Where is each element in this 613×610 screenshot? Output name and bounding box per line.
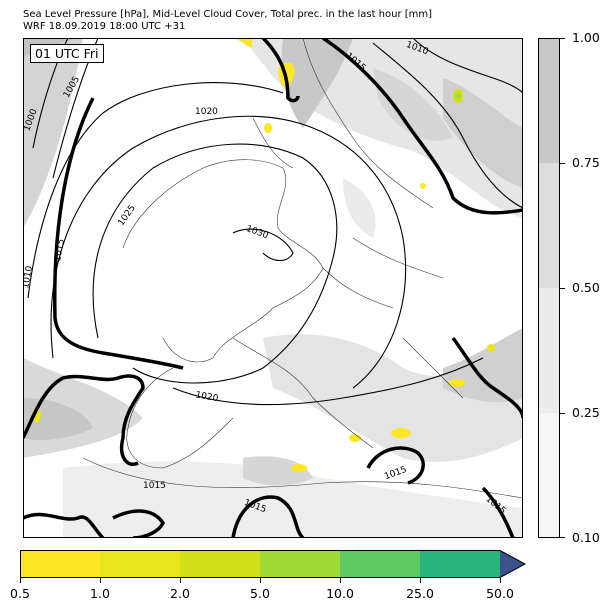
colorbar-tick-label: 5.0 [250, 586, 270, 601]
colorbar-tick-label: 2.0 [170, 586, 190, 601]
isobar-1015 [23, 374, 145, 466]
cloud-area [281, 38, 353, 128]
colorbar-tick [560, 537, 565, 538]
forecast-time-label: 01 UTC Fri [30, 44, 104, 63]
isobar [412, 38, 523, 94]
precip-area [235, 38, 253, 48]
colorbar-segment [538, 38, 560, 163]
isobar-1015 [53, 97, 184, 370]
colorbar-segment [538, 413, 560, 538]
coastline [302, 38, 434, 209]
isobar [27, 82, 284, 299]
border [352, 237, 444, 279]
colorbar-border [538, 38, 560, 538]
colorbar-segment [100, 550, 180, 578]
isobar-1015 [112, 509, 166, 538]
isobar [50, 115, 407, 389]
cloud-area [443, 78, 523, 188]
colorbar-tick [500, 578, 501, 583]
precip-area [420, 183, 426, 189]
cloud-area [23, 38, 83, 228]
coastline-layer [82, 38, 523, 499]
cloud-cover-colorbar [538, 38, 560, 538]
colorbar-segment [538, 288, 560, 413]
colorbar-border [20, 550, 527, 578]
cloud-area [263, 334, 523, 462]
colorbar-tick [560, 163, 565, 164]
precip-area [349, 434, 361, 442]
colorbar-segment [20, 550, 100, 578]
weather-map: 1000 1005 1010 1010 1015 1015 1015 1015 … [23, 38, 523, 538]
colorbar-tick-label: 1.0 [90, 586, 110, 601]
cloud-area [373, 68, 453, 141]
precip-area [455, 93, 461, 99]
precip-area [264, 123, 272, 133]
colorbar-tick [560, 38, 565, 39]
coastline [232, 337, 374, 449]
cloud-area [63, 461, 523, 538]
isobar [372, 42, 523, 209]
colorbar-segment [420, 550, 500, 578]
colorbar-segment [538, 163, 560, 288]
colorbar-tick-label: 10.0 [326, 586, 354, 601]
isobar-1015 [366, 446, 425, 485]
colorbar-tick [100, 578, 101, 583]
isobar-1015 [231, 495, 305, 538]
isobar-1015-layer [23, 38, 523, 538]
isobar-1015 [322, 38, 523, 215]
colorbar-tick [260, 578, 261, 583]
isobar [92, 143, 338, 384]
coastline [122, 159, 324, 363]
cloud-area [243, 456, 313, 486]
colorbar-tick-label: 0.10 [572, 530, 600, 545]
colorbar-tick [180, 578, 181, 583]
colorbar-segment [180, 550, 260, 578]
cloud-area [23, 398, 93, 440]
precip-area [449, 379, 465, 387]
precipitation-colorbar [20, 550, 527, 578]
colorbar-tick [560, 413, 565, 414]
border [402, 337, 464, 399]
isobar-label: 1020 [195, 107, 218, 117]
colorbar-tick-label: 0.75 [572, 155, 600, 170]
colorbar-tick-label: 50.0 [486, 586, 514, 601]
chart-subtitle: WRF 18.09.2019 18:00 UTC +31 [23, 21, 186, 32]
colorbar-tick-label: 1.00 [572, 30, 600, 45]
precip-area [291, 464, 307, 472]
isobar-1015 [451, 336, 523, 419]
isobar-label: 1015 [143, 481, 166, 491]
precip-area [391, 428, 411, 438]
coastline [82, 457, 523, 499]
isobar [232, 228, 294, 262]
chart-title: Sea Level Pressure [hPa], Mid-Level Clou… [23, 9, 433, 20]
isobar-label: 1015 [53, 238, 67, 262]
colorbar-tick [420, 578, 421, 583]
isobar-layer [27, 38, 523, 406]
cloud-area [23, 38, 78, 58]
colorbar-tick-label: 0.5 [10, 586, 30, 601]
coastline [126, 367, 234, 469]
cloud-area [343, 178, 376, 238]
map-border [23, 38, 523, 538]
isobar-1015 [23, 512, 105, 538]
isobar-label: 1010 [23, 265, 35, 290]
colorbar-segment [260, 550, 340, 578]
colorbar-tick [20, 578, 21, 583]
colorbar-segment [340, 550, 420, 578]
precipitation-layer [33, 38, 495, 472]
precip-area [487, 344, 495, 352]
colorbar-tick-label: 0.25 [572, 405, 600, 420]
isobar-label: 1020 [195, 390, 220, 404]
colorbar-tick [340, 578, 341, 583]
colorbar-tick-label: 25.0 [406, 586, 434, 601]
colorbar-tick-label: 0.50 [572, 280, 600, 295]
isobar-1015 [481, 486, 515, 538]
colorbar-tick [560, 288, 565, 289]
isobar-1015 [261, 38, 300, 103]
isobar [172, 357, 484, 406]
colorbar-extend-arrow [500, 550, 525, 578]
